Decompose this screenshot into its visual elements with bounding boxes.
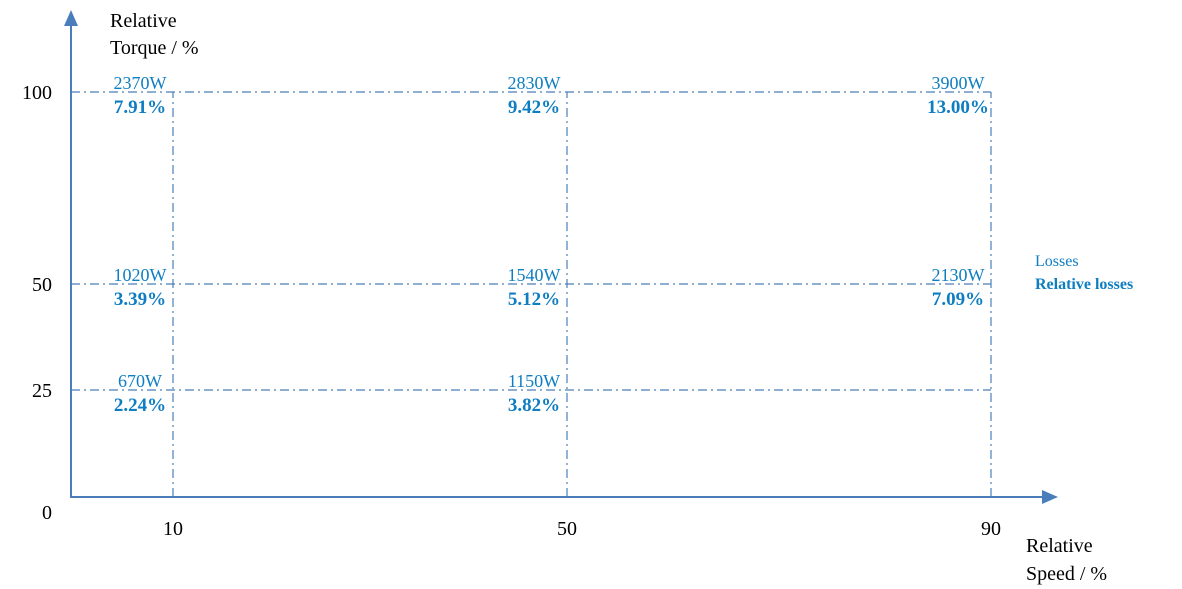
- losses-label: 1020W: [114, 265, 167, 285]
- y-tick-label: 0: [42, 502, 52, 524]
- y-tick-label: 50: [32, 274, 52, 296]
- relative-losses-label: 3.82%: [508, 395, 560, 416]
- y-tick-label: 100: [22, 82, 52, 104]
- relative-losses-label: 7.91%: [114, 97, 166, 118]
- y-axis-label-line2: Torque / %: [110, 37, 199, 59]
- relative-losses-label: 2.24%: [114, 395, 166, 416]
- y-tick-label: 25: [32, 380, 52, 402]
- data-point: 1150W 3.82%: [508, 371, 560, 416]
- data-point: 670W 2.24%: [114, 371, 166, 416]
- legend: Losses Relative losses: [1035, 253, 1133, 293]
- y-axis-arrow-icon: [64, 10, 78, 26]
- x-tick-label: 10: [163, 518, 183, 540]
- relative-losses-label: 7.09%: [932, 289, 984, 310]
- y-axis-label-line1: Relative: [110, 10, 177, 32]
- relative-losses-label: 13.00%: [927, 97, 989, 118]
- tick-labels: 0 25 50 100 10 50 90: [22, 82, 1001, 540]
- gridlines: [71, 91, 992, 497]
- losses-label: 3900W: [932, 73, 985, 93]
- data-point: 1540W 5.12%: [508, 265, 561, 310]
- relative-losses-label: 9.42%: [508, 97, 560, 118]
- relative-losses-label: 5.12%: [508, 289, 560, 310]
- data-point: 2830W 9.42%: [508, 73, 561, 118]
- data-point: 2370W 7.91%: [114, 73, 167, 118]
- losses-label: 2370W: [114, 73, 167, 93]
- losses-label: 2830W: [508, 73, 561, 93]
- axis-labels: Relative Torque / % Relative Speed / %: [110, 10, 1107, 585]
- losses-label: 2130W: [932, 265, 985, 285]
- x-axis-arrow-icon: [1042, 490, 1058, 504]
- legend-losses: Losses: [1035, 253, 1079, 270]
- x-tick-label: 90: [981, 518, 1001, 540]
- relative-losses-label: 3.39%: [114, 289, 166, 310]
- axes: [64, 10, 1058, 504]
- losses-label: 1150W: [508, 371, 560, 391]
- legend-relative-losses: Relative losses: [1035, 276, 1133, 293]
- data-points: 2370W 7.91% 2830W 9.42% 3900W 13.00% 1020W 3.39…: [114, 73, 989, 416]
- data-point: 1020W 3.39%: [114, 265, 167, 310]
- x-axis-label-line2: Speed / %: [1026, 563, 1107, 585]
- losses-label: 1540W: [508, 265, 561, 285]
- x-axis-label-line1: Relative: [1026, 535, 1093, 557]
- x-tick-label: 50: [557, 518, 577, 540]
- data-point: 3900W 13.00%: [927, 73, 989, 118]
- losses-label: 670W: [118, 371, 162, 391]
- data-point: 2130W 7.09%: [932, 265, 985, 310]
